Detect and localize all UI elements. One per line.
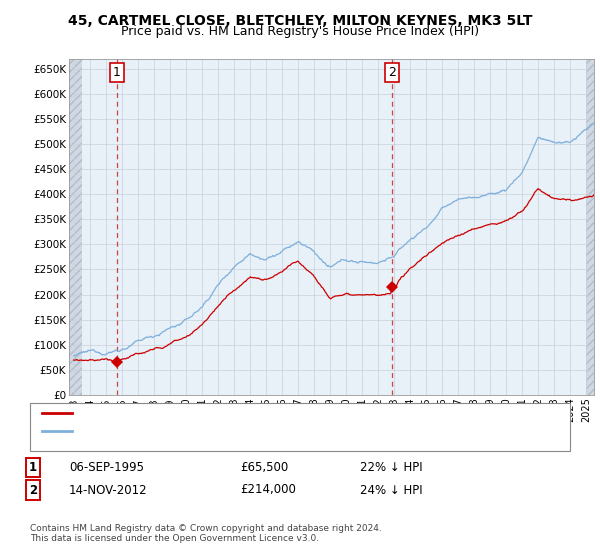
Text: £65,500: £65,500 xyxy=(240,461,288,474)
Text: 14-NOV-2012: 14-NOV-2012 xyxy=(69,483,148,497)
Text: 45, CARTMEL CLOSE, BLETCHLEY, MILTON KEYNES, MK3 5LT (detached house): 45, CARTMEL CLOSE, BLETCHLEY, MILTON KEY… xyxy=(84,408,488,418)
Text: 22% ↓ HPI: 22% ↓ HPI xyxy=(360,461,422,474)
Text: 1: 1 xyxy=(113,66,121,79)
Text: Price paid vs. HM Land Registry's House Price Index (HPI): Price paid vs. HM Land Registry's House … xyxy=(121,25,479,38)
Text: 1: 1 xyxy=(29,461,37,474)
Text: 2: 2 xyxy=(29,483,37,497)
Text: HPI: Average price, detached house, Milton Keynes: HPI: Average price, detached house, Milt… xyxy=(84,426,349,436)
Text: 2: 2 xyxy=(388,66,396,79)
Text: 06-SEP-1995: 06-SEP-1995 xyxy=(69,461,144,474)
Text: 45, CARTMEL CLOSE, BLETCHLEY, MILTON KEYNES, MK3 5LT: 45, CARTMEL CLOSE, BLETCHLEY, MILTON KEY… xyxy=(68,14,532,28)
Text: 24% ↓ HPI: 24% ↓ HPI xyxy=(360,483,422,497)
Text: £214,000: £214,000 xyxy=(240,483,296,497)
Text: Contains HM Land Registry data © Crown copyright and database right 2024.
This d: Contains HM Land Registry data © Crown c… xyxy=(30,524,382,543)
